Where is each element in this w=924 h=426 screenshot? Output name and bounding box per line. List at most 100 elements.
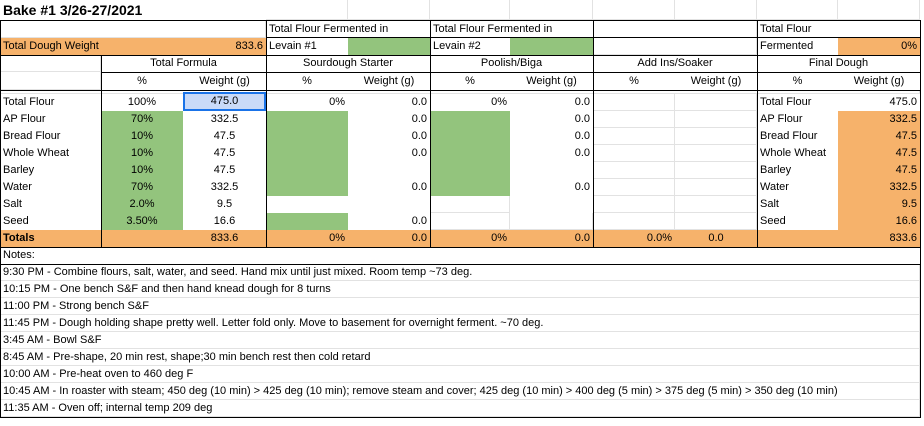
totals-label[interactable]: Totals: [3, 232, 35, 244]
empty-cell[interactable]: [593, 21, 757, 38]
row-label[interactable]: Water: [3, 181, 32, 193]
col-pct-header[interactable]: %: [137, 75, 147, 87]
fd-label-cell[interactable]: Salt: [760, 198, 779, 210]
sd-weight-cell[interactable]: 0.0: [411, 215, 427, 227]
col-pct-header[interactable]: %: [629, 75, 639, 87]
total-dough-weight-value[interactable]: 833.6: [183, 38, 266, 55]
col-pct-header[interactable]: %: [792, 75, 803, 87]
sd-weight-cell[interactable]: [348, 196, 430, 213]
pb-pct-cell[interactable]: 0%: [491, 96, 507, 108]
levain1-label[interactable]: Levain #1: [269, 40, 317, 52]
empty-cell[interactable]: [430, 196, 510, 213]
col-pct-header[interactable]: %: [302, 75, 312, 87]
empty-cell[interactable]: [266, 0, 348, 20]
note-row[interactable]: 9:30 PM - Combine flours, salt, water, a…: [0, 264, 920, 281]
note-row[interactable]: 11:00 PM - Strong bench S&F: [0, 298, 920, 315]
pb-weight-cell[interactable]: 0.0: [574, 113, 590, 125]
totals-sd-weight[interactable]: 0.0: [411, 232, 427, 244]
note-row[interactable]: 10:00 AM - Pre-heat oven to 460 deg F: [0, 366, 920, 383]
empty-cell[interactable]: [838, 0, 920, 20]
empty-cell[interactable]: [757, 0, 838, 20]
empty-cell[interactable]: [0, 72, 101, 90]
empty-cell[interactable]: [593, 213, 675, 230]
totals-sd-pct[interactable]: 0%: [329, 232, 345, 244]
pb-pct-input[interactable]: [430, 179, 510, 196]
levain2-heading[interactable]: Total Flour Fermented in: [433, 23, 553, 35]
col-pct-header[interactable]: %: [465, 75, 475, 87]
col-weight-header[interactable]: Weight (g): [526, 75, 577, 87]
tf-pct-cell[interactable]: 2.0%: [101, 196, 183, 213]
empty-cell[interactable]: [593, 38, 757, 55]
empty-cell[interactable]: [593, 111, 675, 128]
totals-pb-weight[interactable]: 0.0: [574, 232, 590, 244]
empty-cell[interactable]: [593, 179, 675, 196]
sd-pct-cell[interactable]: [266, 196, 348, 213]
sd-pct-input[interactable]: [266, 145, 348, 162]
totals-ai-weight[interactable]: 0.0: [708, 232, 724, 244]
pb-weight-cell[interactable]: 0.0: [574, 181, 590, 193]
fd-weight-cell[interactable]: 16.6: [838, 213, 920, 230]
col-weight-header[interactable]: Weight (g): [690, 75, 742, 87]
fermented-label[interactable]: Fermented: [760, 40, 814, 52]
note-row[interactable]: 10:15 PM - One bench S&F and then hand k…: [0, 281, 920, 298]
notes-label[interactable]: Notes:: [3, 249, 35, 261]
tf-weight-cell[interactable]: 47.5: [213, 147, 236, 159]
totals-tf-weight[interactable]: 833.6: [210, 232, 239, 244]
totals-ai-pct[interactable]: 0.0%: [646, 232, 672, 244]
sd-pct-input[interactable]: [266, 128, 348, 145]
empty-cell[interactable]: [593, 0, 675, 20]
tf-weight-cell[interactable]: 16.6: [213, 215, 236, 227]
fd-weight-cell[interactable]: 47.5: [838, 145, 920, 162]
tf-weight-cell[interactable]: 47.5: [213, 164, 236, 176]
fd-label-cell[interactable]: Water: [760, 181, 789, 193]
fd-label-cell[interactable]: AP Flour: [760, 113, 803, 125]
empty-cell[interactable]: [675, 94, 757, 111]
empty-cell[interactable]: [593, 162, 675, 179]
empty-cell[interactable]: [593, 128, 675, 145]
section-total-formula[interactable]: Total Formula: [150, 57, 217, 69]
tf-pct-cell[interactable]: 10%: [101, 145, 183, 162]
fd-weight-cell[interactable]: 47.5: [838, 128, 920, 145]
section-add-ins-soaker[interactable]: Add Ins/Soaker: [637, 57, 713, 69]
note-row[interactable]: 3:45 AM - Bowl S&F: [0, 332, 920, 349]
sd-weight-cell[interactable]: 0.0: [411, 113, 427, 125]
empty-cell[interactable]: [675, 0, 757, 20]
col-weight-header[interactable]: Weight (g): [363, 75, 415, 87]
fermented-pct[interactable]: 0%: [838, 38, 920, 55]
empty-cell[interactable]: [675, 179, 757, 196]
fd-label-cell[interactable]: Seed: [760, 215, 786, 227]
col-weight-header[interactable]: Weight (g): [853, 75, 905, 87]
pb-pct-input[interactable]: [430, 111, 510, 128]
tf-weight-cell[interactable]: 332.5: [210, 113, 239, 125]
pb-weight-cell[interactable]: 0.0: [574, 147, 590, 159]
fd-weight-cell[interactable]: 475.0: [889, 96, 917, 108]
totals-pb-pct[interactable]: 0%: [491, 232, 507, 244]
tf-weight-cell[interactable]: 9.5: [216, 198, 233, 210]
sd-weight-cell[interactable]: 0.0: [411, 96, 427, 108]
empty-cell[interactable]: [0, 55, 101, 72]
col-weight-header[interactable]: Weight (g): [199, 75, 250, 87]
tf-pct-cell[interactable]: 70%: [101, 179, 183, 196]
pb-pct-input[interactable]: [430, 145, 510, 162]
sd-pct-input[interactable]: [266, 179, 348, 196]
empty-cell[interactable]: [593, 94, 675, 111]
empty-cell[interactable]: [0, 21, 266, 38]
pb-weight-cell[interactable]: [510, 162, 593, 179]
tf-pct-cell[interactable]: 10%: [101, 162, 183, 179]
sd-weight-cell[interactable]: 0.0: [411, 147, 427, 159]
tf-weight-cell-selected[interactable]: 475.0: [183, 92, 266, 111]
note-row[interactable]: 11:35 AM - Oven off; internal temp 209 d…: [0, 400, 920, 417]
row-label[interactable]: Seed: [3, 215, 29, 227]
fd-weight-cell[interactable]: 332.5: [838, 111, 920, 128]
empty-cell[interactable]: [675, 145, 757, 162]
sd-pct-input[interactable]: [266, 213, 348, 230]
fd-label-cell[interactable]: Bread Flour: [760, 130, 818, 142]
empty-cell[interactable]: [510, 0, 593, 20]
row-label[interactable]: Salt: [3, 198, 22, 210]
tf-pct-cell[interactable]: 3.50%: [101, 213, 183, 230]
row-label[interactable]: Barley: [3, 164, 35, 176]
row-label[interactable]: Whole Wheat: [3, 147, 70, 159]
empty-cell[interactable]: [430, 0, 510, 20]
pb-weight-cell[interactable]: 0.0: [574, 96, 590, 108]
empty-cell[interactable]: [675, 213, 757, 230]
